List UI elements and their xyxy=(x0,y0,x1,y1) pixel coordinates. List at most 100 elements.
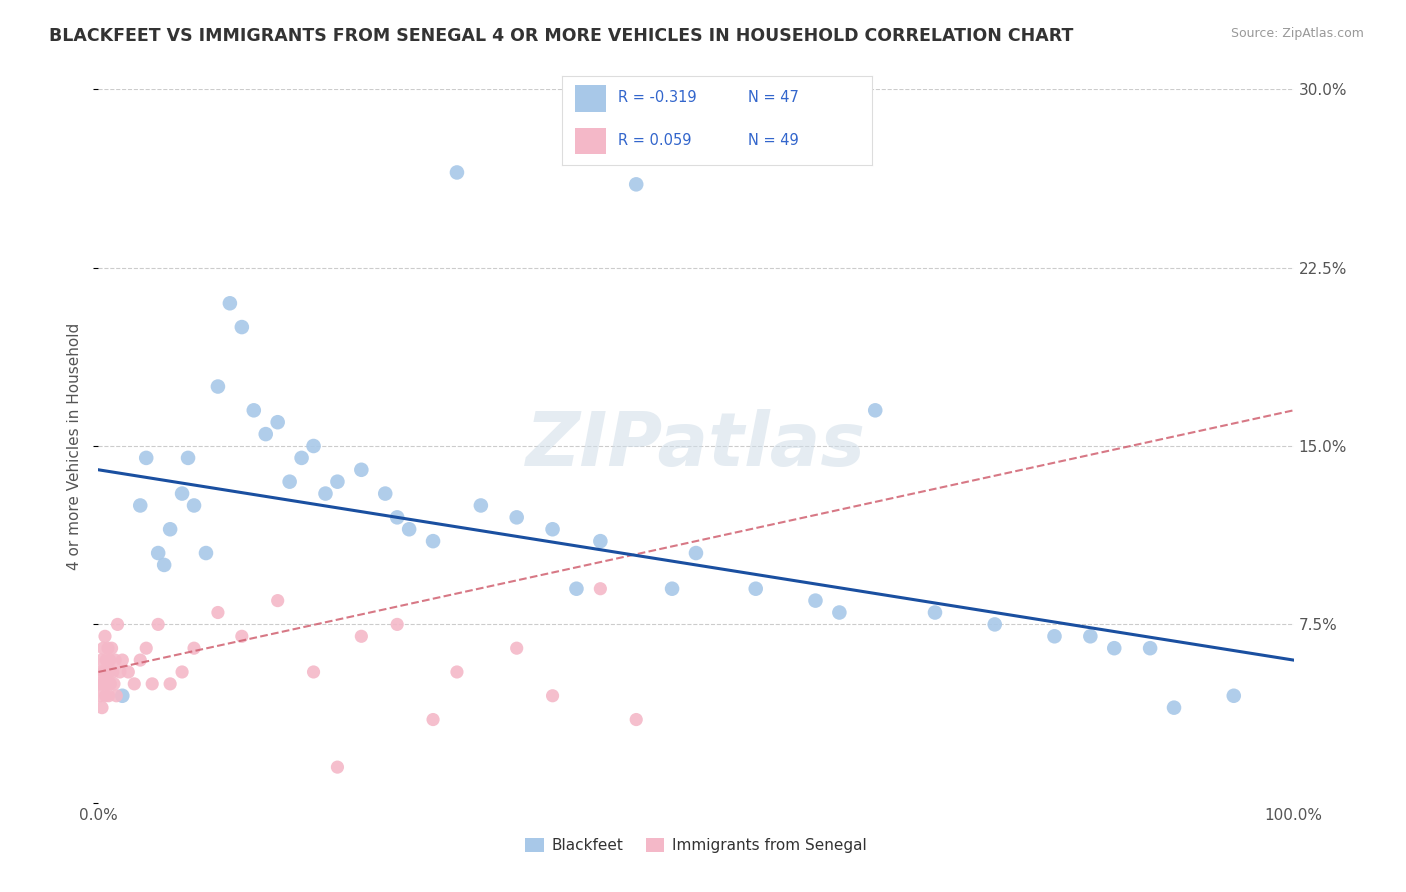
Bar xyxy=(575,85,606,112)
Point xyxy=(446,165,468,179)
Point xyxy=(91,700,114,714)
Point xyxy=(984,617,1007,632)
Point xyxy=(626,178,648,192)
Point xyxy=(93,665,115,679)
Point xyxy=(98,677,122,691)
Point xyxy=(117,665,139,679)
Y-axis label: 4 or more Vehicles in Household: 4 or more Vehicles in Household xyxy=(67,322,83,570)
Point xyxy=(105,689,128,703)
Point xyxy=(589,534,612,549)
Point xyxy=(267,415,290,429)
Point xyxy=(828,606,851,620)
Point xyxy=(374,486,396,500)
Point xyxy=(98,653,121,667)
Point xyxy=(172,665,194,679)
Point xyxy=(565,582,588,596)
Point xyxy=(924,606,946,620)
Point xyxy=(470,499,492,513)
Point xyxy=(90,653,112,667)
Text: N = 49: N = 49 xyxy=(748,133,799,148)
Point xyxy=(177,450,200,465)
Point xyxy=(350,629,373,643)
Point xyxy=(350,463,373,477)
Point xyxy=(506,641,529,656)
Point xyxy=(89,689,111,703)
Point xyxy=(98,665,121,679)
Point xyxy=(129,653,152,667)
Point xyxy=(865,403,887,417)
Point xyxy=(135,641,157,656)
Point xyxy=(183,641,205,656)
Point xyxy=(231,320,253,334)
Point xyxy=(96,653,118,667)
Point xyxy=(141,677,163,691)
Point xyxy=(148,546,170,560)
Point xyxy=(97,689,120,703)
Point xyxy=(1163,700,1185,714)
Point xyxy=(1043,629,1066,643)
Bar xyxy=(575,128,606,154)
Point xyxy=(422,713,444,727)
Point xyxy=(207,606,229,620)
Point xyxy=(96,677,118,691)
Legend: Blackfeet, Immigrants from Senegal: Blackfeet, Immigrants from Senegal xyxy=(519,832,873,859)
Point xyxy=(231,629,253,643)
Point xyxy=(302,665,325,679)
Point xyxy=(101,665,124,679)
Point xyxy=(172,486,194,500)
Point xyxy=(385,617,409,632)
Point xyxy=(302,439,325,453)
Point xyxy=(129,499,152,513)
Point xyxy=(541,522,564,536)
Point xyxy=(94,689,117,703)
Point xyxy=(1104,641,1126,656)
Point xyxy=(446,665,468,679)
Point xyxy=(1139,641,1161,656)
Point xyxy=(278,475,301,489)
Point xyxy=(254,427,277,442)
Point xyxy=(108,665,131,679)
Point xyxy=(326,475,349,489)
Point xyxy=(183,499,205,513)
Text: R = 0.059: R = 0.059 xyxy=(619,133,692,148)
Point xyxy=(107,617,129,632)
Text: BLACKFEET VS IMMIGRANTS FROM SENEGAL 4 OR MORE VEHICLES IN HOUSEHOLD CORRELATION: BLACKFEET VS IMMIGRANTS FROM SENEGAL 4 O… xyxy=(49,27,1074,45)
Point xyxy=(159,522,181,536)
Point xyxy=(385,510,409,524)
Text: ZIPatlas: ZIPatlas xyxy=(526,409,866,483)
Point xyxy=(100,641,122,656)
Point xyxy=(111,653,134,667)
Point xyxy=(97,641,120,656)
Point xyxy=(153,558,176,572)
Point xyxy=(291,450,314,465)
Point xyxy=(745,582,768,596)
Point xyxy=(93,677,115,691)
Point xyxy=(267,593,290,607)
Point xyxy=(243,403,266,417)
Point xyxy=(207,379,229,393)
Point xyxy=(661,582,683,596)
Point xyxy=(626,713,648,727)
Point xyxy=(159,677,181,691)
Point xyxy=(315,486,337,500)
Point xyxy=(90,665,112,679)
Point xyxy=(135,450,157,465)
Point xyxy=(103,677,125,691)
Point xyxy=(685,546,707,560)
Point xyxy=(89,677,111,691)
Point xyxy=(104,653,127,667)
Point xyxy=(124,677,146,691)
Point xyxy=(91,641,114,656)
Text: R = -0.319: R = -0.319 xyxy=(619,90,697,105)
Point xyxy=(111,689,134,703)
Point xyxy=(422,534,444,549)
Point xyxy=(1080,629,1102,643)
Point xyxy=(804,593,827,607)
Point xyxy=(148,617,170,632)
Point xyxy=(94,629,117,643)
Point xyxy=(91,677,114,691)
Point xyxy=(541,689,564,703)
Point xyxy=(589,582,612,596)
Point xyxy=(398,522,420,536)
Point xyxy=(506,510,529,524)
